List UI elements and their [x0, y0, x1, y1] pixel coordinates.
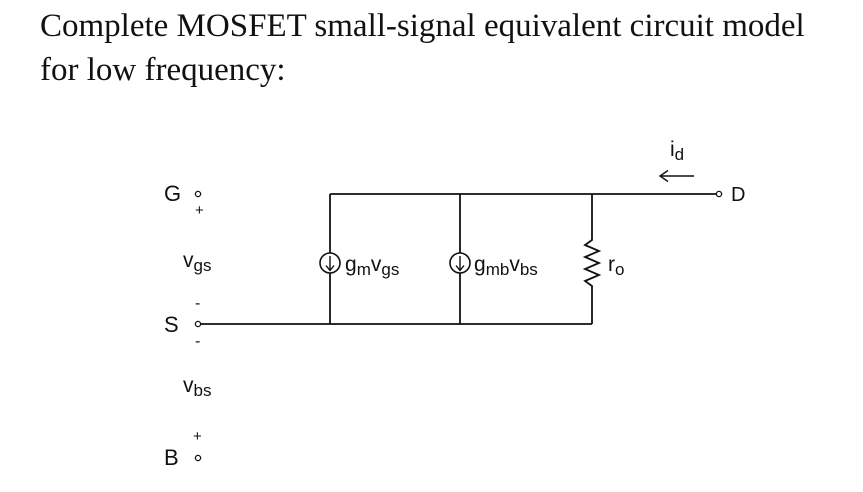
- gmb-current-source: [449, 252, 471, 274]
- drain-current-label: id: [670, 138, 684, 164]
- gate-label: G: [164, 181, 181, 206]
- drain-label: D: [731, 184, 745, 206]
- vgs-label: vgs: [183, 249, 211, 275]
- vbs-minus-sign: -: [195, 333, 200, 350]
- gm-current-source: [319, 252, 341, 274]
- output-resistor: [582, 236, 602, 290]
- output-resistor-label: ro: [608, 253, 624, 279]
- vgs-plus-sign: +: [195, 202, 204, 219]
- source-terminal: [194, 320, 202, 328]
- bulk-label: B: [164, 445, 179, 470]
- gate-terminal: [194, 190, 202, 198]
- vbs-plus-sign: +: [193, 428, 202, 445]
- drain-current-arrow: [658, 169, 694, 183]
- heading-line-1: Complete MOSFET small-signal equivalent …: [40, 8, 805, 44]
- heading: Complete MOSFET small-signal equivalent …: [40, 4, 840, 92]
- gmb-source-label: gmbvbs: [474, 253, 538, 279]
- vgs-minus-sign: -: [195, 295, 200, 312]
- heading-line-2: for low frequency:: [40, 52, 286, 88]
- gm-source-label: gmvgs: [345, 253, 399, 279]
- drain-terminal: [715, 190, 723, 198]
- source-label: S: [164, 312, 179, 337]
- bulk-terminal: [194, 454, 202, 462]
- vbs-label: vbs: [183, 374, 211, 400]
